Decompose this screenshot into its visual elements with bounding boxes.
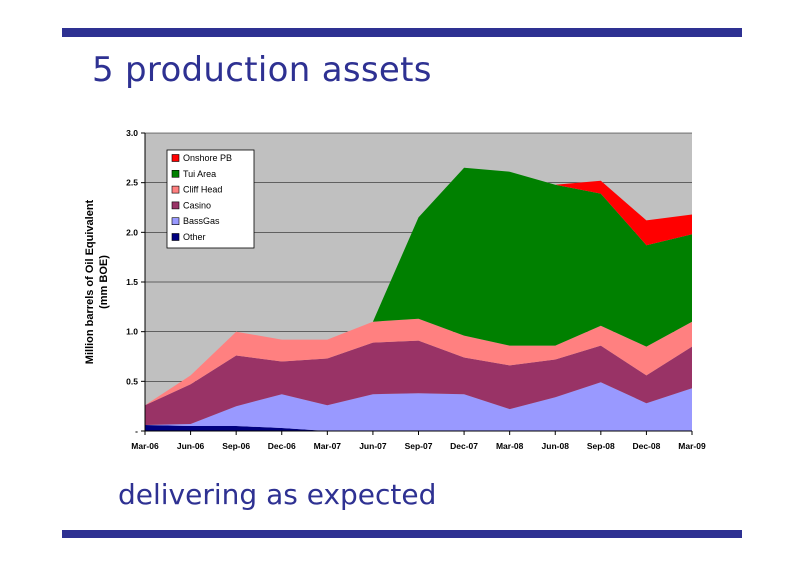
area-tui-area [145, 167, 692, 406]
x-tick-label: Jun-07 [359, 441, 387, 451]
legend-label: Other [183, 232, 206, 242]
legend-label: Tui Area [183, 169, 216, 179]
legend-swatch [171, 154, 180, 162]
area-bassgas [145, 382, 692, 431]
x-tick-label: Sep-07 [405, 441, 433, 451]
slide-subtitle: delivering as expected [118, 478, 437, 511]
legend-swatch [171, 169, 180, 178]
legend-swatch [171, 185, 180, 194]
y-tick-label: 1.5 [126, 277, 138, 287]
y-tick-label: 2.5 [126, 178, 138, 188]
y-tick-label: 2.0 [126, 227, 138, 237]
x-tick-label: Sep-08 [587, 441, 615, 451]
stacked-area-chart: - 0.5 1.0 1.5 2.0 2.5 3.0 Mar-06 Jun-06 Sep-06 De… [84, 128, 706, 451]
legend-label: Onshore PB [183, 153, 232, 163]
legend-swatch [171, 217, 180, 225]
area-other [145, 425, 692, 431]
y-axis-label-line1: Million barrels of Oil Equivalent [84, 199, 96, 364]
x-tick-label: Jun-06 [177, 441, 205, 451]
bottom-accent-bar [62, 530, 742, 538]
x-tick-label: Mar-08 [496, 441, 524, 451]
y-tick-label: 3.0 [126, 128, 138, 138]
x-tick-label: Mar-06 [131, 441, 159, 451]
x-tick-label: Dec-08 [632, 441, 660, 451]
chart-legend: Onshore PB Tui Area Cliff Head Casino BassGa… [166, 149, 255, 249]
legend-label: BassGas [183, 216, 220, 226]
x-tick-label: Dec-06 [268, 441, 296, 451]
legend-label: Casino [183, 200, 211, 210]
series-areas [145, 167, 692, 431]
legend-swatch [171, 201, 180, 210]
legend-label: Cliff Head [183, 185, 222, 195]
x-tick-label: Sep-06 [222, 441, 250, 451]
y-tick-label: 0.5 [126, 376, 138, 386]
slide-title: 5 production assets [92, 50, 432, 90]
y-axis-label-line2: (mm BOE) [98, 255, 110, 309]
area-cliff-head [145, 318, 692, 406]
y-tick-label: - [135, 426, 138, 436]
legend-box [166, 149, 255, 249]
x-tick-label: Mar-09 [678, 441, 706, 451]
y-tick-labels: - 0.5 1.0 1.5 2.0 2.5 3.0 [126, 128, 145, 436]
x-tick-label: Mar-07 [314, 441, 342, 451]
x-tick-label: Dec-07 [450, 441, 478, 451]
x-tick-label: Jun-08 [542, 441, 570, 451]
area-casino [145, 340, 692, 425]
top-accent-bar [62, 28, 742, 37]
legend-swatch [171, 233, 180, 241]
x-tick-labels: Mar-06 Jun-06 Sep-06 Dec-06 Mar-07 Jun-07 Sep-… [131, 431, 706, 451]
y-tick-label: 1.0 [126, 327, 138, 337]
